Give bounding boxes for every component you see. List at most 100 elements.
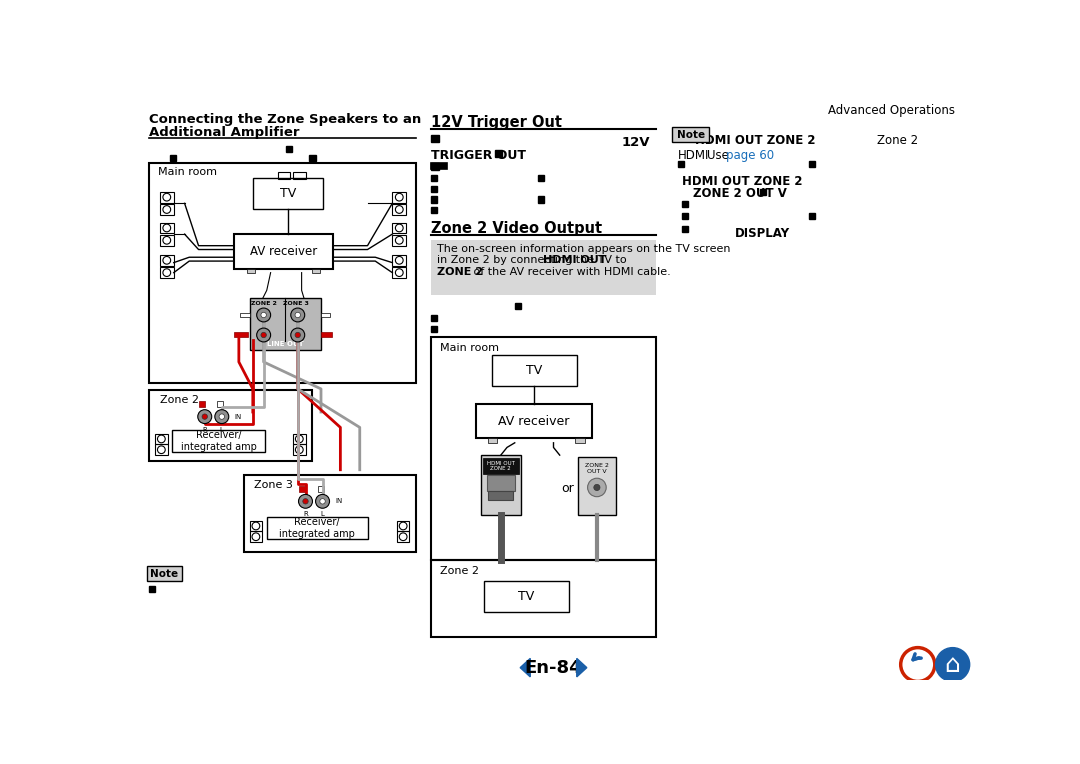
Bar: [491, 355, 577, 386]
Bar: [199, 401, 205, 407]
Text: HDMI OUT ZONE 2: HDMI OUT ZONE 2: [683, 175, 802, 188]
Text: R: R: [202, 426, 207, 432]
FancyBboxPatch shape: [147, 566, 181, 581]
Bar: [293, 445, 306, 455]
Text: AV receiver: AV receiver: [499, 415, 570, 428]
Circle shape: [158, 446, 165, 454]
Text: page 60: page 60: [726, 149, 773, 162]
Circle shape: [163, 206, 171, 213]
Bar: [160, 222, 174, 233]
Circle shape: [395, 236, 403, 244]
Text: TRIGGER OUT: TRIGGER OUT: [431, 149, 526, 162]
Circle shape: [163, 236, 171, 244]
Bar: [683, 201, 688, 207]
Bar: [431, 315, 437, 321]
Bar: [431, 325, 437, 332]
Text: Connecting the Zone Speakers to an: Connecting the Zone Speakers to an: [149, 113, 421, 126]
Text: Note: Note: [676, 130, 705, 140]
Bar: [431, 175, 437, 181]
Bar: [392, 204, 406, 215]
Circle shape: [395, 269, 403, 277]
Bar: [392, 267, 406, 278]
Bar: [299, 486, 306, 492]
Bar: [278, 172, 291, 180]
Text: Zone 2 Video Output: Zone 2 Video Output: [431, 221, 603, 236]
Circle shape: [400, 522, 407, 529]
Bar: [149, 586, 156, 592]
Circle shape: [588, 478, 606, 497]
Bar: [160, 204, 174, 215]
Bar: [160, 267, 174, 278]
Circle shape: [395, 206, 403, 213]
Text: L: L: [321, 511, 324, 517]
Circle shape: [296, 446, 303, 454]
Bar: [392, 255, 406, 266]
Bar: [483, 458, 518, 474]
FancyBboxPatch shape: [672, 127, 710, 143]
Bar: [431, 207, 437, 213]
Bar: [321, 332, 332, 338]
Polygon shape: [521, 659, 530, 677]
Text: Advanced Operations: Advanced Operations: [828, 104, 955, 117]
Circle shape: [291, 328, 305, 342]
Text: Zone 2: Zone 2: [877, 134, 918, 147]
Circle shape: [163, 269, 171, 277]
Bar: [392, 192, 406, 202]
Bar: [488, 439, 497, 443]
Bar: [677, 161, 684, 167]
Bar: [487, 475, 515, 490]
Circle shape: [296, 435, 303, 443]
Text: Zone 2: Zone 2: [441, 566, 480, 576]
Bar: [683, 225, 688, 231]
Circle shape: [163, 224, 171, 231]
Text: TV: TV: [280, 187, 296, 200]
Text: 12V Trigger Out: 12V Trigger Out: [431, 115, 562, 130]
Bar: [156, 445, 167, 455]
Bar: [392, 235, 406, 246]
Circle shape: [257, 328, 271, 342]
Bar: [538, 175, 544, 181]
Bar: [293, 433, 306, 445]
Circle shape: [295, 312, 300, 318]
Bar: [267, 517, 367, 539]
Text: Zone 2: Zone 2: [160, 395, 199, 405]
Bar: [683, 213, 688, 219]
Text: LINE OUT: LINE OUT: [267, 342, 303, 348]
Text: ZONE 2 OUT V: ZONE 2 OUT V: [693, 187, 787, 200]
Circle shape: [291, 308, 305, 322]
Text: IN: IN: [335, 498, 342, 504]
Circle shape: [395, 193, 403, 201]
Bar: [809, 213, 815, 219]
Circle shape: [400, 533, 407, 541]
Bar: [576, 439, 584, 443]
Bar: [431, 163, 438, 170]
Text: R: R: [303, 511, 308, 517]
Bar: [217, 401, 224, 407]
Bar: [476, 404, 592, 439]
Text: Main room: Main room: [159, 167, 217, 177]
Bar: [234, 332, 248, 338]
Text: ZONE 2: ZONE 2: [437, 267, 483, 277]
Text: IN: IN: [234, 413, 242, 419]
Circle shape: [215, 410, 229, 423]
Text: Use: Use: [707, 149, 729, 162]
Text: Additional Amplifier: Additional Amplifier: [149, 125, 299, 138]
Circle shape: [219, 414, 225, 419]
Circle shape: [935, 648, 970, 681]
Polygon shape: [577, 659, 586, 677]
Bar: [431, 186, 437, 192]
Bar: [170, 155, 176, 161]
Bar: [249, 298, 321, 351]
Text: in Zone 2 by connecting the TV to: in Zone 2 by connecting the TV to: [437, 255, 626, 265]
Bar: [515, 303, 521, 309]
Bar: [286, 146, 293, 152]
Circle shape: [257, 308, 271, 322]
Circle shape: [298, 494, 312, 508]
Text: ZONE 2
OUT V: ZONE 2 OUT V: [585, 463, 609, 474]
Bar: [809, 161, 815, 167]
Bar: [156, 433, 167, 445]
Bar: [249, 520, 262, 531]
Bar: [160, 192, 174, 202]
Text: The on-screen information appears on the TV screen: The on-screen information appears on the…: [437, 244, 731, 254]
Bar: [243, 475, 416, 552]
